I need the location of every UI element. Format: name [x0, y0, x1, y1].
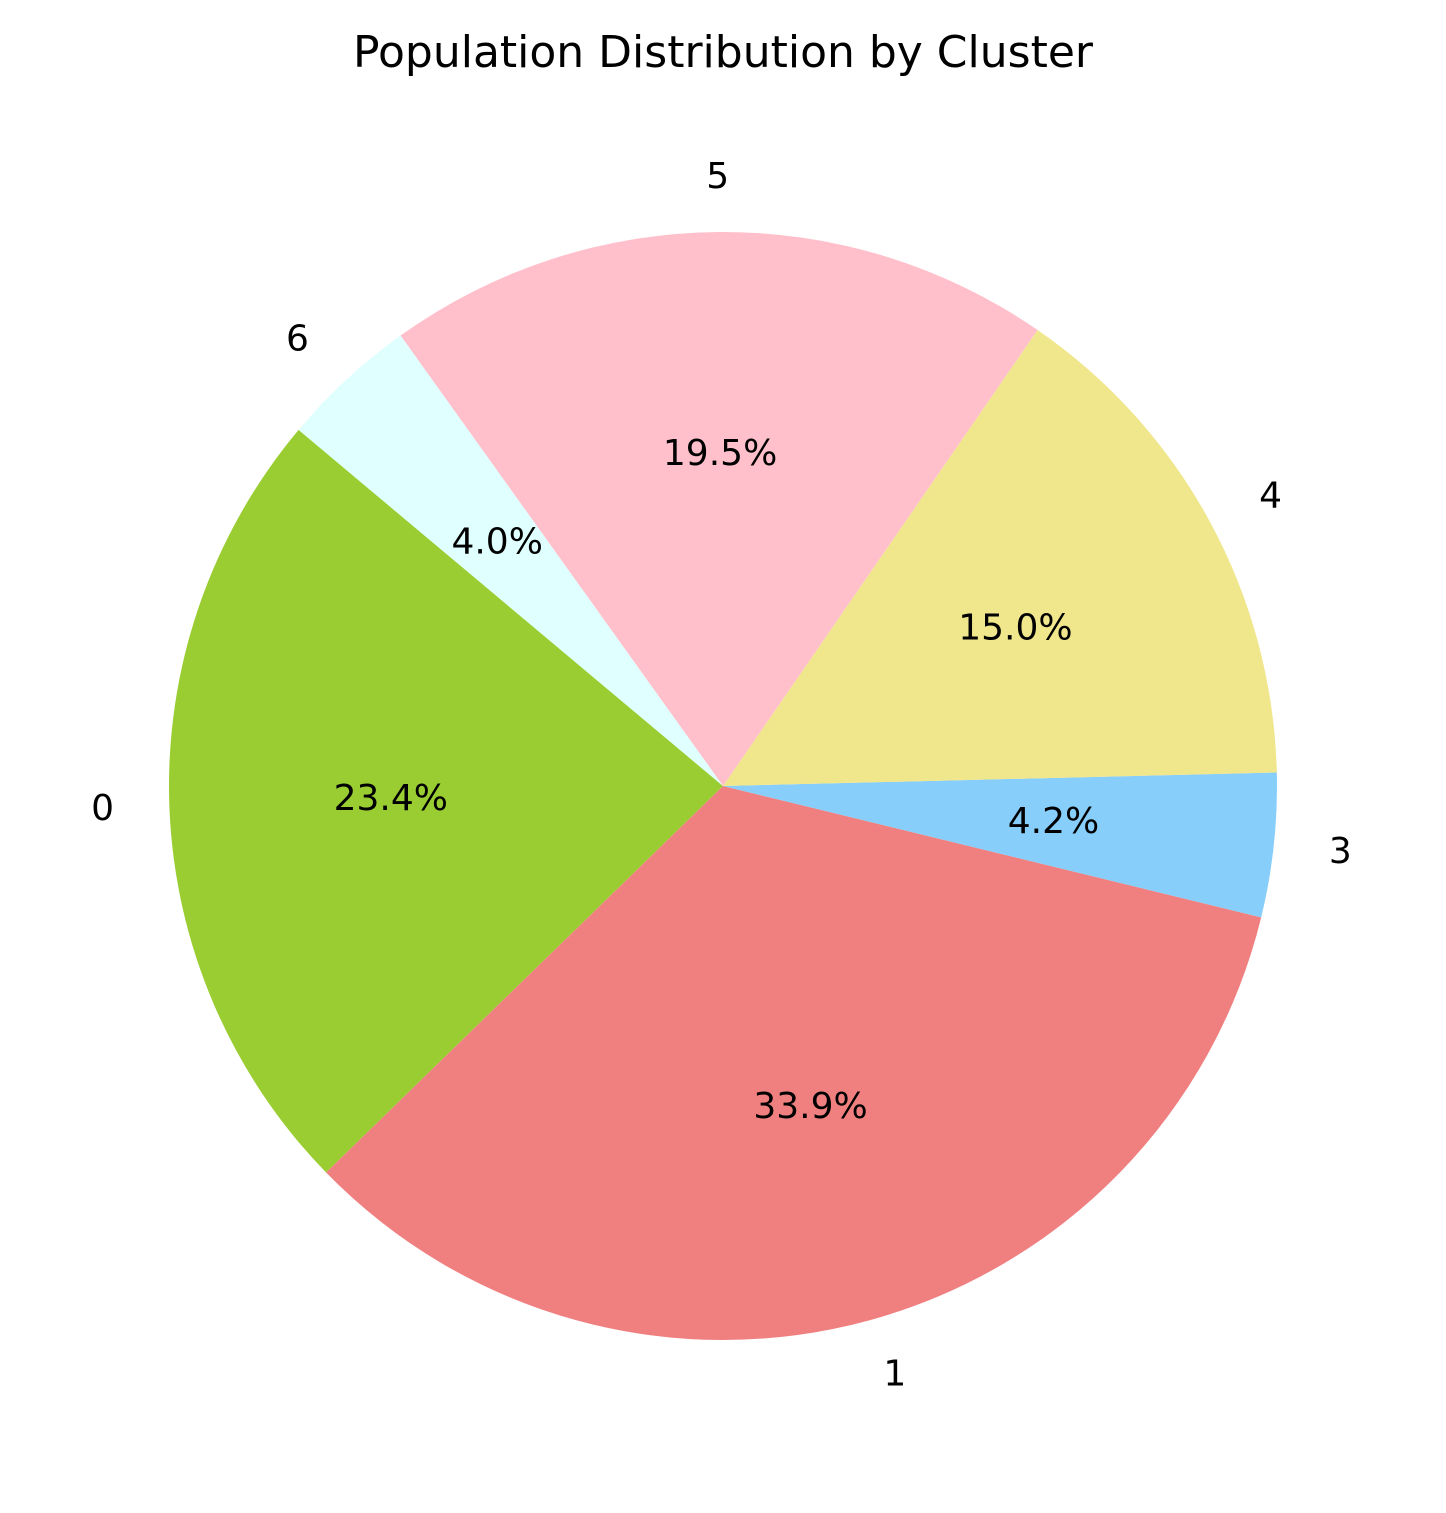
- pie-labels: 23.4% 0 33.9% 1 4.2% 3 15.0% 4 19.5% 5 4.0% 6: [91, 156, 1352, 1394]
- pie-category-label-0: 0: [91, 788, 114, 829]
- pie-category-label-5: 5: [706, 156, 729, 197]
- pie-percent-label-0: 23.4%: [334, 778, 448, 819]
- pie-slice-4: [723, 329, 1277, 786]
- pie-slices: [168, 231, 1277, 1341]
- pie-slice-0: [168, 429, 723, 1173]
- chart-title: Population Distribution by Cluster: [353, 27, 1094, 78]
- pie-slice-5: [400, 231, 1038, 786]
- pie-percent-label-1: 33.9%: [753, 1086, 867, 1127]
- pie-category-label-3: 3: [1329, 831, 1352, 872]
- pie-percent-label-3: 4.2%: [1008, 801, 1099, 842]
- pie-slice-1: [326, 786, 1262, 1341]
- pie-slice-3: [723, 772, 1277, 918]
- pie-category-label-6: 6: [286, 318, 309, 359]
- pie-percent-label-6: 4.0%: [451, 522, 542, 563]
- pie-category-label-4: 4: [1259, 476, 1282, 517]
- pie-percent-label-5: 19.5%: [663, 433, 777, 474]
- pie-percent-label-4: 15.0%: [958, 607, 1072, 648]
- pie-slice-6: [298, 335, 723, 786]
- pie-category-label-1: 1: [883, 1353, 906, 1394]
